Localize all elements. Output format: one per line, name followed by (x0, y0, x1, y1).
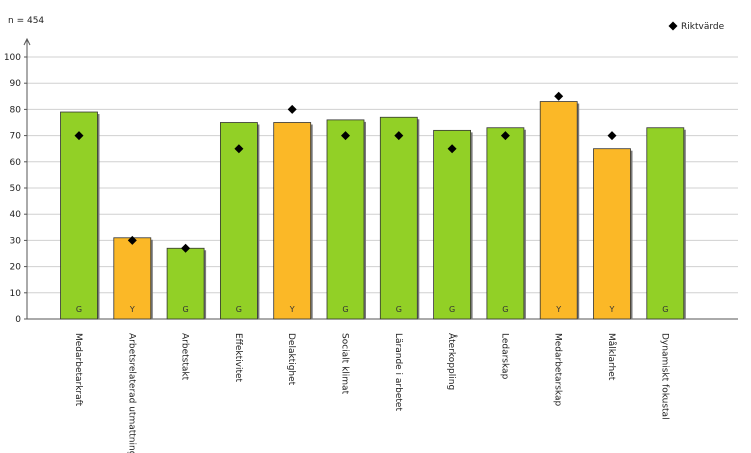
category-label: Socialt klimat (340, 333, 350, 395)
bar-code-label: Y (555, 305, 561, 314)
y-tick-label: 20 (10, 263, 22, 273)
target-marker (500, 131, 510, 141)
bar (113, 237, 152, 320)
category-label: Delaktighet (286, 333, 296, 386)
category-label: Arbetstakt (180, 333, 190, 381)
bar (60, 111, 98, 320)
bar (433, 129, 472, 320)
y-tick-label: 60 (10, 158, 22, 168)
category-labels: Medarbetarkraft Arbetsrelaterad utmattnin… (73, 333, 669, 453)
bar-code-label: G (342, 305, 348, 314)
category-label: Återkoppling (446, 333, 458, 390)
bar (539, 101, 578, 320)
category-label: Dynamiskt fokustal (659, 333, 669, 420)
target-marker (607, 131, 617, 141)
bar (486, 127, 525, 320)
bar (273, 122, 312, 320)
y-tick-label: 100 (4, 53, 21, 63)
bar-code-label: Y (609, 305, 615, 314)
bar (379, 116, 418, 320)
category-label: Medarbetarkraft (73, 333, 83, 407)
target-marker (554, 91, 564, 101)
category-label: Arbetsrelaterad utmattning (126, 333, 136, 453)
target-marker (447, 144, 457, 154)
bar-code-label: G (236, 305, 242, 314)
target-marker (127, 235, 137, 245)
target-marker (394, 131, 404, 141)
y-tick-label: 50 (10, 184, 22, 194)
category-label: Lärande i arbetet (393, 333, 403, 411)
target-marker (234, 144, 244, 154)
bar (646, 127, 685, 320)
target-marker (74, 131, 84, 141)
bar-code-label: G (449, 305, 455, 314)
bar-code-label: G (502, 305, 508, 314)
legend: Riktvärde (668, 21, 725, 32)
category-label: Medarbetarskap (553, 333, 563, 406)
y-tick-label: 40 (10, 210, 22, 220)
target-marker (287, 104, 297, 114)
bar-code-label: G (76, 305, 82, 314)
y-tick-label: 90 (10, 79, 22, 89)
bar (219, 122, 258, 320)
bar-code-label: Y (289, 305, 295, 314)
category-label: Målklarhet (606, 333, 617, 381)
y-tick-label: 70 (10, 132, 22, 142)
target-marker (341, 131, 350, 141)
sample-size-label: n = 454 (8, 16, 44, 26)
legend-label: Riktvärde (681, 22, 725, 32)
y-tick-label: 80 (10, 105, 22, 115)
bar (593, 148, 631, 320)
target-markers (74, 91, 617, 253)
bar-code-label: Y (129, 305, 135, 314)
bar-code-label: G (182, 305, 188, 314)
y-tick-label: 0 (15, 315, 21, 325)
target-marker (181, 243, 191, 253)
bar-code-label: G (662, 305, 668, 314)
y-tick-label: 10 (10, 289, 22, 299)
bar (326, 119, 365, 320)
category-label: Ledarskap (499, 333, 509, 380)
bar-code-label: G (396, 305, 402, 314)
y-axis-arrow-icon (23, 37, 31, 46)
category-label: Effektivitet (233, 333, 243, 383)
y-tick-label: 30 (10, 236, 22, 246)
legend-diamond-icon (668, 21, 678, 31)
